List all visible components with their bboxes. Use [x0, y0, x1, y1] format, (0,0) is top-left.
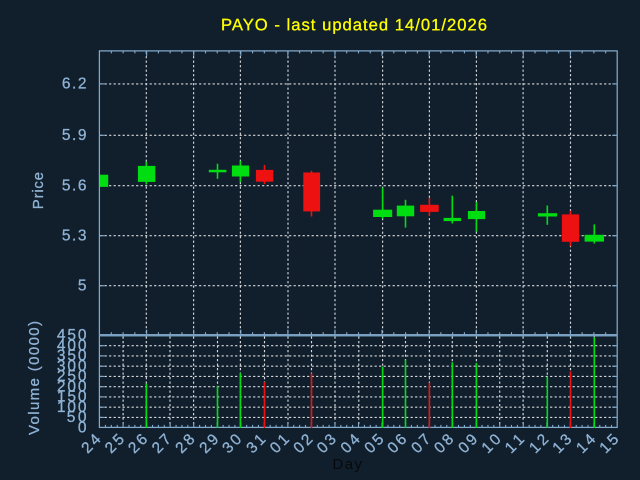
svg-text:250: 250 [57, 368, 87, 385]
svg-text:5.6: 5.6 [62, 177, 87, 194]
svg-text:350: 350 [57, 348, 87, 365]
svg-text:100: 100 [57, 399, 87, 416]
svg-text:6.2: 6.2 [62, 76, 87, 93]
svg-text:PAYO - last updated 14/01/2026: PAYO - last updated 14/01/2026 [221, 15, 487, 34]
svg-text:Day: Day [332, 456, 362, 473]
svg-text:300: 300 [57, 358, 87, 375]
svg-text:0: 0 [78, 420, 87, 437]
svg-text:5: 5 [78, 277, 87, 294]
svg-text:150: 150 [57, 389, 87, 406]
svg-text:5.9: 5.9 [62, 127, 87, 144]
svg-text:400: 400 [57, 338, 87, 355]
svg-text:200: 200 [57, 379, 87, 396]
svg-text:Price: Price [30, 172, 47, 209]
svg-text:450: 450 [57, 327, 87, 344]
svg-text:5.3: 5.3 [62, 227, 87, 244]
